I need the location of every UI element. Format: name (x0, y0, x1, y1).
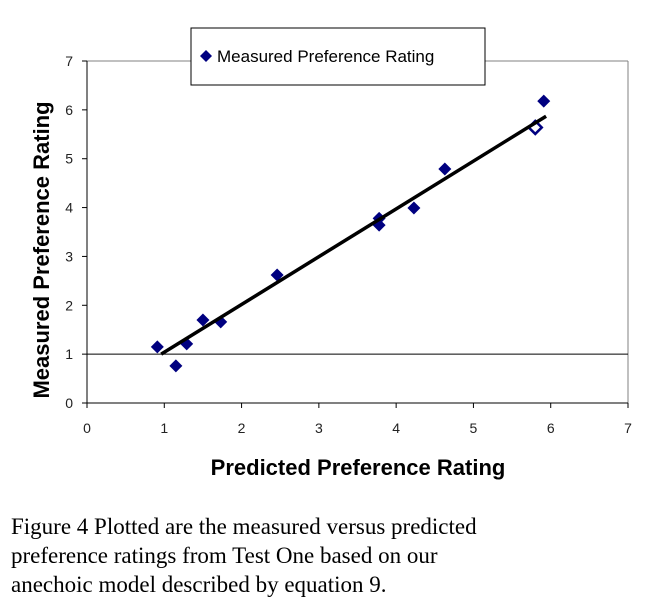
y-tick-label: 7 (65, 53, 73, 69)
x-tick-label: 6 (547, 420, 555, 436)
trend-line (160, 114, 547, 356)
y-tick-label: 1 (65, 346, 73, 362)
data-point-diamond (537, 94, 551, 108)
legend-diamond-icon (200, 50, 212, 62)
caption-line: Figure 4 Plotted are the measured versus… (11, 514, 477, 539)
y-axis-ticks: 0 1 2 3 4 5 6 7 (65, 53, 87, 411)
figure-caption: Figure 4 Plotted are the measured versus… (11, 512, 631, 599)
caption-line: preference ratings from Test One based o… (11, 543, 438, 568)
data-point-diamond (270, 268, 284, 282)
legend-label: Measured Preference Rating (217, 47, 434, 66)
data-point-diamond (438, 162, 452, 176)
y-tick-label: 2 (65, 297, 73, 313)
x-axis-ticks: 0 1 2 3 4 5 6 7 (83, 403, 632, 436)
x-tick-label: 4 (392, 420, 400, 436)
x-tick-label: 1 (160, 420, 168, 436)
y-axis-title: Measured Preference Rating (29, 101, 54, 398)
data-point-diamond (150, 340, 164, 354)
x-axis-title: Predicted Preference Rating (211, 455, 506, 480)
data-point-diamond (407, 201, 421, 215)
x-tick-label: 2 (238, 420, 246, 436)
scatter-chart: 0 1 2 3 4 5 6 7 0 1 2 3 4 5 6 7 Measured Preference Ra… (29, 27, 632, 480)
y-tick-label: 5 (65, 151, 73, 167)
data-points (150, 94, 551, 373)
caption-line: anechoic model described by equation 9. (11, 572, 387, 597)
x-tick-label: 7 (624, 420, 632, 436)
y-tick-label: 6 (65, 102, 73, 118)
legend-box (190, 27, 486, 86)
y-tick-label: 3 (65, 248, 73, 264)
y-tick-label: 4 (65, 200, 73, 216)
data-point-diamond (169, 359, 183, 373)
x-tick-label: 3 (315, 420, 323, 436)
y-tick-label: 0 (65, 395, 73, 411)
data-point-diamond (196, 313, 210, 327)
legend: Measured Preference Rating (190, 27, 486, 86)
x-tick-label: 5 (470, 420, 478, 436)
x-tick-label: 0 (83, 420, 91, 436)
